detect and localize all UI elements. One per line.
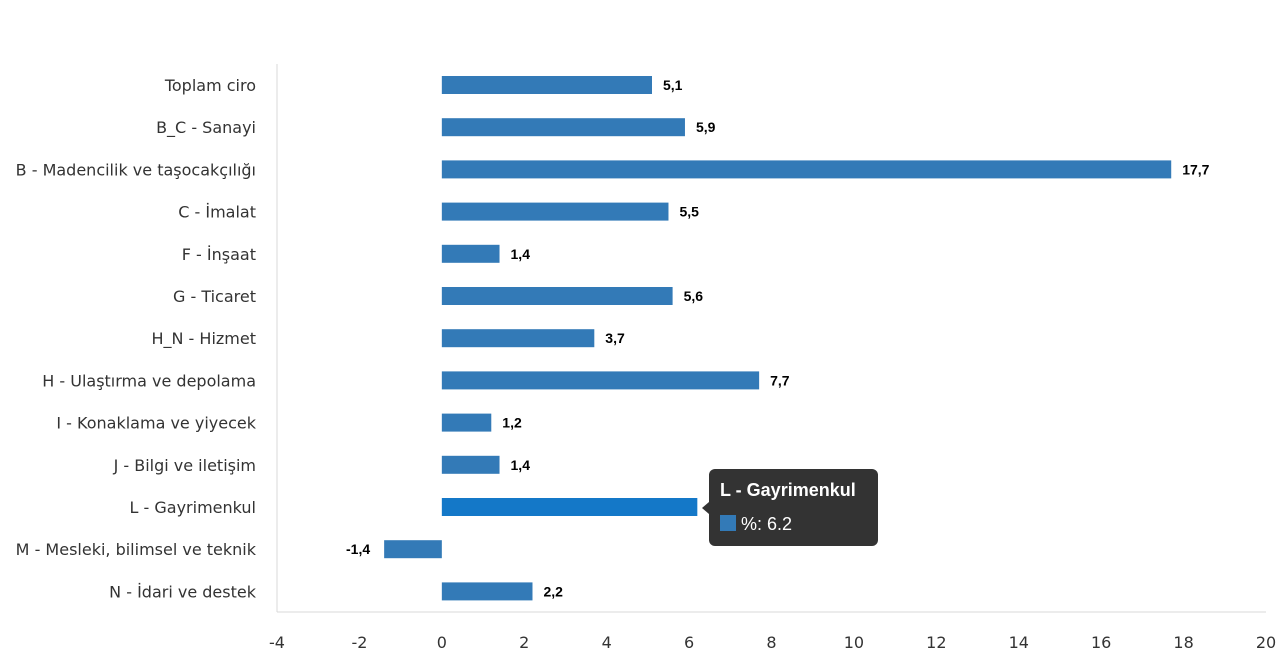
x-tick-label: 12 — [926, 633, 946, 652]
value-label: 5,5 — [679, 204, 699, 220]
category-label: F - İnşaat — [182, 245, 256, 264]
bar[interactable] — [441, 371, 760, 390]
tooltip: L - Gayrimenkul %: 6.2 — [702, 469, 878, 546]
value-label: -1,4 — [346, 541, 370, 557]
bar[interactable] — [441, 202, 669, 221]
x-tick-label: 4 — [602, 633, 612, 652]
bar[interactable] — [441, 329, 595, 348]
bar[interactable] — [441, 287, 673, 305]
x-tick-label: 6 — [684, 633, 694, 652]
x-tick-label: 16 — [1091, 633, 1111, 652]
category-label: J - Bilgi ve iletişim — [113, 456, 256, 475]
tooltip-title: L - Gayrimenkul — [720, 480, 856, 500]
category-label: Toplam ciro — [164, 76, 256, 95]
x-tick-label: 14 — [1009, 633, 1029, 652]
category-label: N - İdari ve destek — [109, 582, 257, 601]
category-label: H - Ulaştırma ve depolama — [42, 371, 256, 390]
value-label: 17,7 — [1182, 161, 1209, 177]
category-label: M - Mesleki, bilimsel ve teknik — [16, 540, 257, 559]
value-label: 5,9 — [696, 119, 716, 135]
bar[interactable] — [441, 118, 685, 137]
value-label: 5,1 — [663, 77, 683, 93]
tooltip-series-swatch — [720, 515, 736, 531]
value-label: 2,2 — [543, 583, 563, 599]
category-label: B - Madencilik ve taşocakçılığı — [16, 160, 256, 179]
tooltip-box — [709, 469, 878, 546]
bar[interactable] — [441, 76, 652, 94]
x-tick-label: -4 — [269, 633, 285, 652]
x-tick-label: 20 — [1256, 633, 1276, 652]
value-label: 1,4 — [511, 246, 531, 262]
bar[interactable] — [441, 244, 500, 263]
x-tick-label: 10 — [844, 633, 864, 652]
x-tick-labels: -4 -2 0 2 4 6 8 10 12 14 16 18 20 — [269, 633, 1276, 652]
tooltip-value: %: 6.2 — [741, 514, 792, 534]
bar[interactable] — [441, 455, 500, 474]
x-tick-label: 2 — [519, 633, 529, 652]
value-label: 3,7 — [605, 330, 625, 346]
bar[interactable] — [384, 540, 442, 559]
tooltip-pointer — [702, 502, 709, 514]
value-label: 7,7 — [770, 372, 790, 388]
x-tick-label: 0 — [437, 633, 447, 652]
category-label: B_C - Sanayi — [156, 118, 256, 138]
bar[interactable] — [441, 160, 1172, 179]
bar[interactable] — [441, 413, 492, 432]
x-tick-label: 18 — [1173, 633, 1193, 652]
bar[interactable] — [441, 582, 533, 601]
category-labels: Toplam ciro B_C - Sanayi B - Madencilik ve… — [16, 76, 257, 601]
bar[interactable] — [441, 498, 698, 516]
x-tick-label: 8 — [766, 633, 776, 652]
x-tick-label: -2 — [351, 633, 367, 652]
category-label: C - İmalat — [178, 203, 256, 222]
bars — [384, 76, 1172, 601]
value-label: 5,6 — [684, 288, 704, 304]
value-label: 1,2 — [502, 415, 522, 431]
category-label: L - Gayrimenkul — [130, 498, 256, 517]
category-label: I - Konaklama ve yiyecek — [56, 414, 256, 433]
category-label: H_N - Hizmet — [151, 329, 256, 349]
category-label: G - Ticaret — [173, 287, 256, 306]
value-label: 1,4 — [511, 457, 531, 473]
